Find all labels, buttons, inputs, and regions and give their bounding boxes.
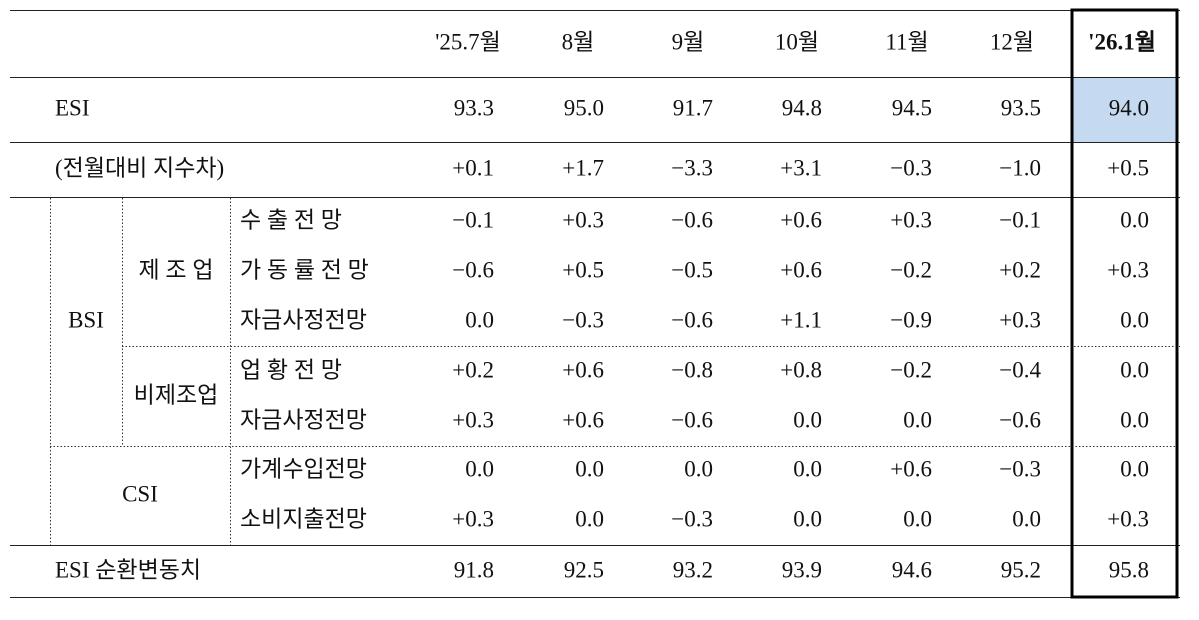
cell-value: 93.5: [1001, 95, 1041, 120]
cell-value: +0.3: [452, 506, 494, 531]
cell-value: +0.5: [1107, 155, 1149, 180]
column-header: '25.7월: [435, 29, 501, 54]
group-label: 제 조 업: [139, 257, 214, 282]
cell-value: −0.3: [671, 506, 713, 531]
column-header: 12월: [990, 29, 1034, 54]
row-label: 가 동 률 전 망: [240, 257, 369, 282]
row-label: 소비지출전망: [240, 506, 367, 531]
cell-value: +0.6: [890, 456, 932, 481]
cell-value: 91.7: [673, 95, 713, 120]
cell-value: −0.9: [890, 307, 932, 332]
cell-value: −0.6: [671, 207, 713, 232]
group-label: CSI: [122, 481, 158, 506]
cell-value: −0.6: [452, 257, 494, 282]
cell-value: +0.1: [452, 155, 494, 180]
cell-value: +0.2: [452, 357, 494, 382]
row-label: ESI 순환변동치: [55, 557, 201, 582]
cell-value: −0.5: [671, 257, 713, 282]
cell-value: 0.0: [1120, 207, 1149, 232]
cell-value: −0.1: [999, 207, 1041, 232]
group-label: 비제조업: [134, 382, 219, 407]
cell-value: 95.2: [1001, 557, 1041, 582]
row-label: 자금사정전망: [240, 407, 367, 432]
cell-value: +3.1: [780, 155, 822, 180]
cell-value: 94.6: [892, 557, 932, 582]
cell-value: +0.6: [780, 257, 822, 282]
cell-value: 94.8: [782, 95, 822, 120]
cell-value: −3.3: [671, 155, 713, 180]
cell-value: +0.8: [780, 357, 822, 382]
cell-value: −0.8: [671, 357, 713, 382]
cell-value: 93.9: [782, 557, 822, 582]
cell-value: +0.6: [562, 407, 604, 432]
cell-value: 0.0: [575, 506, 604, 531]
cell-value: +0.6: [780, 207, 822, 232]
cell-value: 94.0: [1109, 95, 1149, 120]
cell-value: +0.3: [999, 307, 1041, 332]
cell-value: −0.3: [999, 456, 1041, 481]
cell-value: +1.1: [780, 307, 822, 332]
cell-value: −0.6: [671, 307, 713, 332]
cell-value: −0.6: [671, 407, 713, 432]
group-label: BSI: [68, 307, 104, 332]
row-label: (전월대비 지수차): [55, 155, 224, 180]
cell-value: +0.3: [1107, 506, 1149, 531]
cell-value: 0.0: [465, 456, 494, 481]
row-label: ESI: [55, 95, 90, 120]
cell-value: +0.3: [1107, 257, 1149, 282]
row-label: 수 출 전 망: [240, 207, 342, 232]
highlight-cell: [1072, 78, 1176, 142]
cell-value: +0.6: [562, 357, 604, 382]
cell-value: 0.0: [575, 456, 604, 481]
column-header: 9월: [672, 29, 705, 54]
cell-value: 91.8: [454, 557, 494, 582]
cell-value: 0.0: [465, 307, 494, 332]
column-header: '26.1월: [1088, 29, 1156, 54]
column-header: 10월: [775, 29, 819, 54]
cell-value: +0.2: [999, 257, 1041, 282]
cell-value: +0.3: [890, 207, 932, 232]
row-label: 업 황 전 망: [240, 357, 342, 382]
cell-value: 0.0: [793, 407, 822, 432]
cell-value: 94.5: [892, 95, 932, 120]
column-header: 11월: [885, 29, 928, 54]
cell-value: −0.2: [890, 257, 932, 282]
cell-value: +1.7: [562, 155, 604, 180]
cell-value: 0.0: [903, 407, 932, 432]
row-label: 가계수입전망: [240, 456, 367, 481]
cell-value: +0.3: [452, 407, 494, 432]
cell-value: 95.8: [1109, 557, 1149, 582]
cell-value: −0.3: [562, 307, 604, 332]
cell-value: 0.0: [1120, 407, 1149, 432]
column-header: 8월: [562, 29, 595, 54]
cell-value: −0.2: [890, 357, 932, 382]
cell-value: 0.0: [684, 456, 713, 481]
cell-value: 92.5: [564, 557, 604, 582]
cell-value: 95.0: [564, 95, 604, 120]
cell-value: 0.0: [903, 506, 932, 531]
cell-value: 0.0: [1120, 456, 1149, 481]
cell-value: 93.2: [673, 557, 713, 582]
current-month-box: [1070, 8, 1179, 599]
cell-value: +0.3: [562, 207, 604, 232]
cell-value: −0.1: [452, 207, 494, 232]
cell-value: −0.3: [890, 155, 932, 180]
cell-value: −0.4: [999, 357, 1041, 382]
cell-value: 0.0: [1012, 506, 1041, 531]
row-label: 자금사정전망: [240, 307, 367, 332]
cell-value: 0.0: [793, 506, 822, 531]
cell-value: 0.0: [1120, 357, 1149, 382]
cell-value: −1.0: [999, 155, 1041, 180]
cell-value: 93.3: [454, 95, 494, 120]
cell-value: 0.0: [793, 456, 822, 481]
cell-value: +0.5: [562, 257, 604, 282]
cell-value: 0.0: [1120, 307, 1149, 332]
cell-value: −0.6: [999, 407, 1041, 432]
